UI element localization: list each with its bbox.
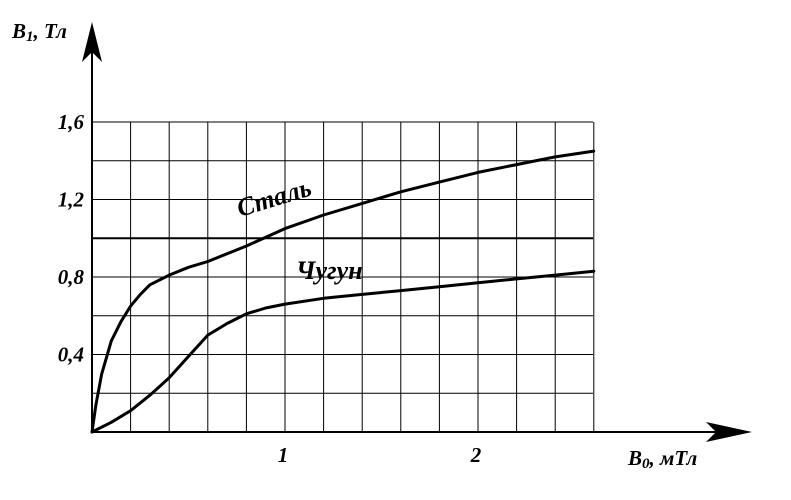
x-tick-label: 2	[470, 443, 482, 467]
series	[90, 149, 596, 434]
y-tick-label: 1,6	[58, 110, 85, 134]
labels: 0,4 0,8 1,2 1,6 1 2 B1, Тл B0, мТл Сталь Чугун	[11, 19, 697, 472]
series-label-cast-iron: Чугун	[296, 256, 363, 285]
x-axis-arrow	[706, 422, 752, 442]
x-tick-label: 1	[278, 443, 289, 467]
y-tick-label: 0,8	[58, 265, 85, 289]
y-tick-label: 1,2	[58, 188, 85, 212]
y-axis-arrow	[82, 22, 102, 62]
series-line-1	[90, 149, 596, 434]
grid	[92, 121, 595, 432]
series-line-2	[90, 269, 596, 434]
y-axis-label: B1, Тл	[11, 19, 67, 45]
series-label-steel: Сталь	[233, 173, 314, 223]
y-tick-label: 0,4	[58, 343, 84, 367]
axes	[82, 22, 752, 442]
x-axis-label: B0, мТл	[627, 446, 697, 472]
